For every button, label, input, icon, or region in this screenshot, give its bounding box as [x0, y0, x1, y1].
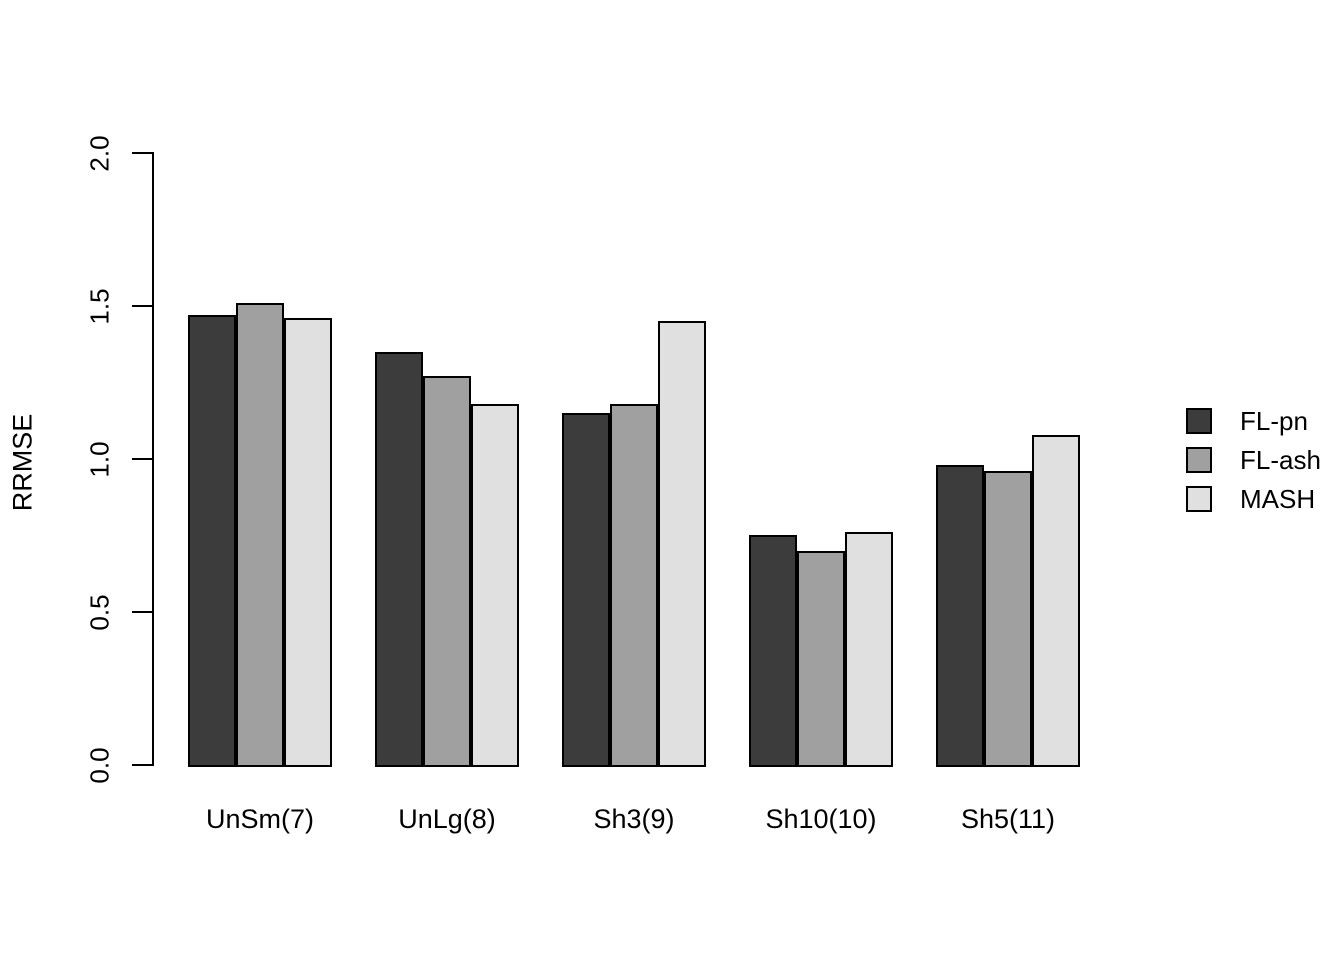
x-axis-label-UnSm(7): UnSm(7)	[205, 804, 314, 834]
bar-MASH-Sh5(11)	[1032, 435, 1080, 767]
x-axis-label-Sh5(11): Sh5(11)	[960, 804, 1056, 834]
y-axis-tick-label: 2.0	[78, 111, 122, 195]
y-axis-tick-label-text: 0.5	[84, 593, 115, 631]
bar-MASH-Sh10(10)	[845, 532, 893, 767]
y-axis-tick-label: 1.0	[78, 417, 122, 501]
y-axis-tick	[132, 611, 152, 613]
legend-swatch-MASH	[1186, 486, 1212, 512]
bar-FL-pn-Sh10(10)	[749, 535, 797, 767]
bar-FL-ash-Sh5(11)	[984, 471, 1032, 767]
bar-FL-pn-UnLg(8)	[375, 352, 423, 767]
bar-FL-pn-Sh5(11)	[936, 465, 984, 767]
y-axis-tick	[132, 152, 152, 154]
x-axis-label-UnLg(8): UnLg(8)	[398, 804, 496, 834]
legend-label-FL-ash: FL-ash	[1240, 444, 1321, 475]
bar-FL-pn-Sh3(9)	[562, 413, 610, 767]
legend-item-FL-pn: FL-pn	[1186, 405, 1321, 436]
bar-FL-ash-Sh10(10)	[797, 551, 845, 767]
y-axis-tick-label-text: 1.5	[84, 287, 115, 325]
legend: FL-pn FL-ash MASH	[1186, 405, 1321, 525]
y-axis-title: RRMSE	[0, 374, 46, 550]
y-axis-tick	[132, 458, 152, 460]
y-axis-title-text: RRMSE	[7, 413, 38, 511]
bar-MASH-UnLg(8)	[471, 404, 519, 767]
bar-MASH-Sh3(9)	[658, 321, 706, 767]
legend-label-MASH: MASH	[1240, 483, 1316, 514]
y-axis-tick-label: 0.0	[78, 723, 122, 807]
y-axis-tick-label: 1.5	[78, 264, 122, 348]
legend-item-FL-ash: FL-ash	[1186, 444, 1321, 475]
bar-MASH-UnSm(7)	[284, 318, 332, 767]
y-axis-tick-label-text: 1.0	[84, 440, 115, 478]
bar-FL-pn-UnSm(7)	[188, 315, 236, 767]
x-axis-label-Sh3(9): Sh3(9)	[593, 804, 675, 834]
y-axis-tick-label: 0.5	[78, 570, 122, 654]
bar-FL-ash-Sh3(9)	[610, 404, 658, 767]
bar-FL-ash-UnLg(8)	[423, 376, 471, 767]
bar-FL-ash-UnSm(7)	[236, 303, 284, 767]
y-axis-tick-label-text: 2.0	[84, 134, 115, 172]
y-axis-tick	[132, 764, 152, 766]
legend-swatch-FL-pn	[1186, 408, 1212, 434]
legend-item-MASH: MASH	[1186, 483, 1321, 514]
y-axis-tick-label-text: 0.0	[84, 746, 115, 784]
y-axis-line	[152, 152, 154, 766]
x-axis-label-Sh10(10): Sh10(10)	[765, 804, 877, 834]
legend-swatch-FL-ash	[1186, 447, 1212, 473]
y-axis-tick	[132, 305, 152, 307]
legend-label-FL-pn: FL-pn	[1240, 405, 1308, 436]
